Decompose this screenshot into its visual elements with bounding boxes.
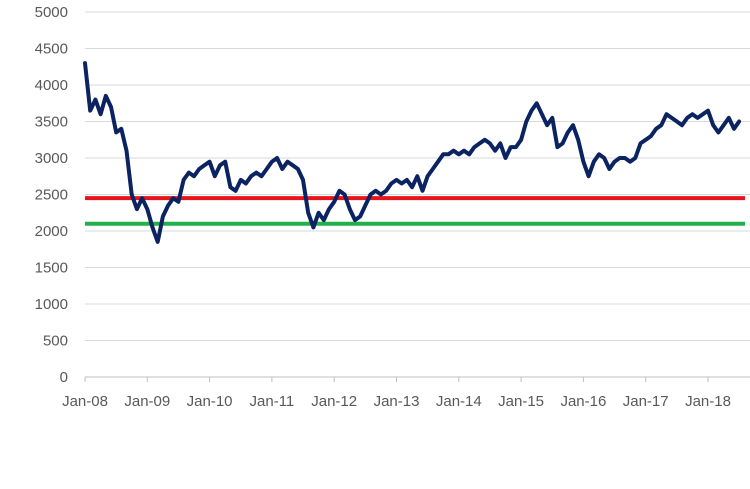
x-tick-label: Jan-15 — [498, 393, 544, 410]
x-tick-label: Jan-16 — [560, 393, 606, 410]
y-tick-label: 4000 — [35, 77, 68, 94]
x-tick-label: Jan-12 — [311, 393, 357, 410]
x-tick-label: Jan-09 — [124, 393, 170, 410]
x-tick-label: Jan-11 — [250, 393, 295, 410]
y-tick-label: 1000 — [35, 296, 68, 313]
y-tick-label: 0 — [60, 369, 68, 386]
x-tick-label: Jan-18 — [685, 393, 731, 410]
y-tick-label: 3000 — [35, 150, 68, 167]
series-line — [83, 61, 742, 244]
x-tick-label: Jan-17 — [623, 393, 669, 410]
y-tick-label: 1500 — [35, 260, 68, 277]
x-tick-label: Jan-10 — [187, 393, 233, 410]
x-tick-label: Jan-13 — [374, 393, 420, 410]
y-tick-label: 2000 — [35, 223, 68, 240]
x-axis-tick-labels: Jan-08 Jan-09 Jan-10 Jan-11 Jan-12 Jan-13 Jan-… — [62, 393, 731, 410]
x-tick-label: Jan-08 — [62, 393, 108, 410]
gridlines — [85, 11, 750, 341]
series-layer — [83, 61, 742, 244]
axes — [84, 376, 750, 382]
y-tick-label: 3500 — [35, 114, 68, 131]
y-tick-label: 4500 — [35, 41, 68, 58]
reference-lines — [85, 196, 745, 226]
y-tick-label: 500 — [43, 333, 68, 350]
y-tick-label: 5000 — [35, 4, 68, 21]
y-tick-label: 2500 — [35, 187, 68, 204]
y-axis-tick-labels: 0 500 1000 1500 2000 2500 3000 3500 4000 4500 5000 — [35, 4, 68, 386]
x-tick-label: Jan-14 — [436, 393, 482, 410]
